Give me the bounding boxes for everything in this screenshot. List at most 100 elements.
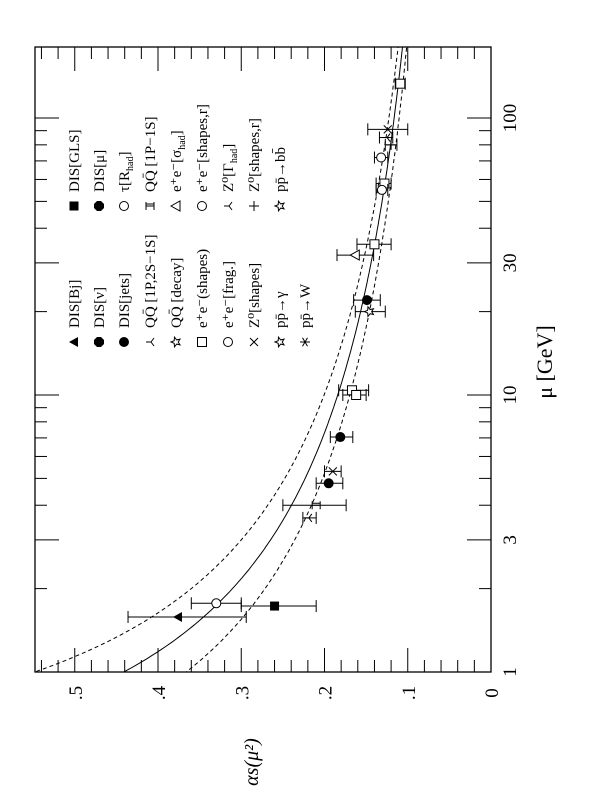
square-shape: [369, 239, 380, 250]
legend-label-text: Z⁰[shapes]: [247, 263, 263, 328]
legend-entry: pp̄→bb̄: [273, 147, 289, 213]
legend-label-text: DIS[jets]: [117, 273, 133, 328]
legend-label-text: DIS[μ]: [92, 150, 108, 192]
legend-label-text: QQ̄ [decay]: [169, 258, 185, 328]
legend-entry: Z⁰[Γhad]: [221, 144, 240, 211]
marker-asterisk-icon: [300, 337, 310, 347]
data-point: [127, 610, 247, 623]
legend-label: e⁺e⁻[frag.]: [221, 261, 237, 328]
marker-cross-icon: [328, 467, 338, 476]
legend-entry: e⁺e⁻(shapes): [195, 249, 211, 347]
data-point: [324, 465, 342, 478]
legend-label-tail: ]: [169, 130, 185, 135]
legend-label: pp̄→bb̄: [273, 147, 289, 192]
legend-entry: QQ̄ [1P−1S]: [143, 116, 159, 210]
legend-label-text: e⁺e⁻[shapes,r]: [195, 104, 211, 192]
legend-label-text: τ[R: [117, 171, 133, 192]
y-shape: [303, 513, 313, 523]
legend-label-text: e⁺e⁻(shapes): [195, 249, 211, 328]
data-point: [353, 294, 381, 307]
circle-shape: [361, 295, 372, 306]
legend-entry: DIS[Bj]: [67, 280, 83, 347]
y-axis-title: αs(μ²): [241, 738, 263, 786]
legend-label-tail: ]: [117, 152, 133, 157]
legend-label: DIS[ν]: [92, 287, 108, 328]
data-point: [342, 389, 367, 401]
marker-star-open-icon: [169, 335, 182, 349]
legend-label-text: DIS[ν]: [92, 287, 108, 328]
triangle-shape: [169, 200, 181, 212]
legend-label: QQ̄ [1P−1S]: [143, 116, 159, 192]
legend-entry: DIS[jets]: [117, 273, 133, 347]
marker-y-mark-icon: [146, 337, 155, 347]
marker-plus-icon: [249, 201, 259, 211]
data-points: [127, 77, 409, 623]
legend-label: DIS[μ]: [92, 150, 108, 192]
data-point: [354, 305, 386, 318]
data-point: [240, 600, 317, 613]
legend-label: DIS[jets]: [117, 273, 133, 328]
legend-label: e⁺e⁻[σhad]: [169, 130, 188, 192]
mu-tick-label: 100: [500, 104, 521, 133]
marker-cross-icon: [249, 337, 259, 347]
legend-label: Z⁰[Γhad]: [221, 144, 240, 192]
marker-i-mark-icon: [145, 202, 155, 210]
legend-label-text: Z⁰[Γ: [221, 163, 237, 192]
legend-label: e⁺e⁻[shapes,r]: [195, 104, 211, 192]
legend-label-text: pp̄→W: [298, 283, 314, 328]
legend-label: Z⁰[shapes]: [247, 263, 263, 328]
legend-label-text: DIS[GLS]: [67, 130, 83, 193]
data-point: [190, 597, 242, 610]
plus-shape: [386, 139, 397, 150]
plot-frame: [34, 46, 492, 673]
legend-label: e⁺e⁻(shapes): [195, 249, 211, 328]
y-shape: [224, 201, 233, 211]
marker-circle-filled-icon: [119, 337, 129, 347]
marker-cross-icon: [383, 124, 393, 134]
alpha-tick-label: .1: [399, 686, 420, 700]
circle-shape: [323, 478, 334, 489]
legend-entry: DIS[ν]: [92, 287, 108, 347]
square-shape: [270, 601, 280, 611]
marker-circle-open-icon: [376, 184, 387, 195]
mu-tick-label: 1: [500, 667, 521, 677]
data-point: [356, 238, 392, 251]
legend-label: pp̄→γ: [273, 291, 289, 328]
marker-i-mark-icon: [311, 501, 321, 510]
legend-label-text: DIS[Bj]: [67, 280, 83, 328]
data-point: [336, 249, 375, 262]
marker-square-open-icon: [351, 390, 362, 400]
triangle-shape: [172, 611, 182, 622]
legend-label: τ[Rhad]: [117, 152, 136, 192]
legend-label-tail: ]: [221, 144, 237, 149]
legend-entry: pp̄→W: [298, 283, 314, 347]
circle-shape: [211, 598, 222, 609]
marker-tri-open-icon: [349, 249, 360, 261]
data-point: [378, 131, 394, 144]
legend-label: DIS[GLS]: [67, 130, 83, 193]
legend: DIS[Bj] DIS[ν] DIS[jets] QQ̄ [1P,2S−1S] QQ̄ …: [67, 104, 314, 349]
marker-circle-open-icon: [119, 201, 129, 211]
circle-shape: [376, 152, 387, 163]
marker-y-mark-icon: [224, 201, 233, 211]
legend-entry: pp̄→γ: [273, 291, 289, 349]
marker-square-open-icon: [369, 239, 380, 250]
star-shape: [273, 199, 286, 213]
square-shape: [197, 337, 207, 347]
i-shape: [311, 501, 321, 510]
marker-circle-open-icon: [211, 598, 222, 609]
marker-circle-open-icon: [223, 337, 233, 347]
legend-entry: QQ̄ [decay]: [169, 258, 185, 349]
marker-square-filled-icon: [270, 601, 280, 611]
marker-plus-icon: [386, 139, 397, 150]
marker-circle-filled-icon: [335, 432, 346, 443]
circle-shape: [119, 201, 129, 211]
curve-lower: [185, 47, 408, 672]
data-point: [282, 499, 347, 512]
marker-tri-filled-icon: [172, 611, 182, 622]
marker-y-mark-icon: [303, 513, 313, 523]
marker-tri-open-icon: [169, 200, 181, 212]
square-shape: [351, 390, 362, 400]
alpha-tick-label: .3: [232, 686, 253, 700]
legend-label: Z⁰[shapes,r]: [247, 118, 263, 192]
